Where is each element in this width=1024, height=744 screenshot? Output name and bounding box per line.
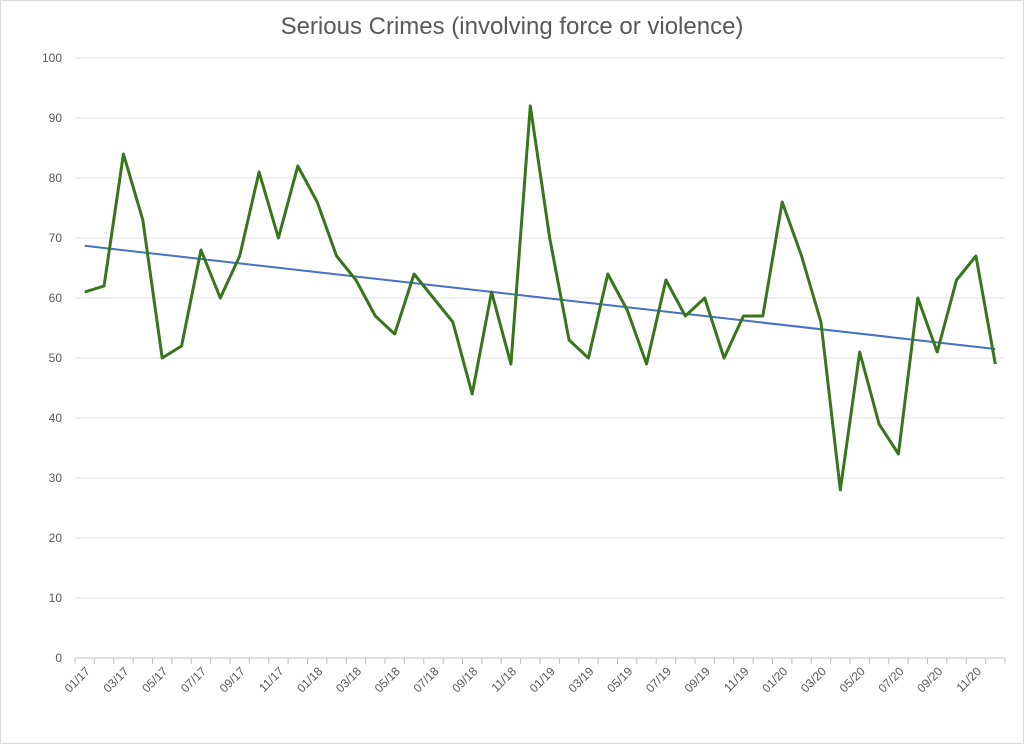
data-point: [819, 321, 822, 324]
data-point: [432, 297, 435, 300]
data-point: [83, 291, 86, 294]
y-tick-label: 50: [49, 351, 63, 365]
data-point: [413, 273, 416, 276]
series-group: [83, 104, 997, 492]
data-point: [664, 279, 667, 282]
data-point: [277, 237, 280, 240]
data-point: [393, 333, 396, 336]
data-point: [122, 153, 125, 156]
x-tick-label: 01/19: [527, 664, 558, 695]
y-tick-label: 100: [42, 51, 62, 65]
x-tick-label: 09/17: [217, 664, 248, 695]
data-point: [742, 315, 745, 318]
x-tick-label: 01/18: [294, 664, 325, 695]
y-tick-label: 40: [49, 411, 63, 425]
data-point: [897, 453, 900, 456]
data-point: [878, 423, 881, 426]
x-tick-label: 03/17: [100, 664, 131, 695]
y-tick-label: 70: [49, 231, 63, 245]
data-point: [955, 279, 958, 282]
data-point: [451, 321, 454, 324]
x-tick-label: 05/18: [372, 664, 403, 695]
x-tick-label: 05/19: [604, 664, 635, 695]
x-tick-label: 09/19: [682, 664, 713, 695]
data-point: [509, 363, 512, 366]
data-point: [994, 363, 997, 366]
x-tick-label: 07/20: [875, 664, 906, 695]
y-tick-label: 10: [49, 591, 63, 605]
y-tick-label: 60: [49, 291, 63, 305]
y-axis: 0 10 20 30 40 50 60 70 80 90 100: [42, 51, 62, 665]
data-point: [335, 255, 338, 258]
x-tick-label: 07/18: [410, 664, 441, 695]
y-tick-label: 80: [49, 171, 63, 185]
data-point: [471, 393, 474, 396]
data-point: [858, 351, 861, 354]
data-point: [490, 291, 493, 294]
data-point: [161, 357, 164, 360]
data-point: [180, 345, 183, 348]
series-line: [84, 104, 997, 492]
data-point: [548, 237, 551, 240]
x-tick-label: 05/17: [139, 664, 170, 695]
data-point: [626, 309, 629, 312]
data-point: [645, 363, 648, 366]
x-tick-label: 07/17: [178, 664, 209, 695]
data-point: [916, 297, 919, 300]
data-point: [936, 351, 939, 354]
data-point: [839, 489, 842, 492]
y-tick-label: 30: [49, 471, 63, 485]
data-point: [703, 297, 706, 300]
data-point: [374, 315, 377, 318]
chart-title: Serious Crimes (involving force or viole…: [281, 13, 744, 40]
data-point: [684, 315, 687, 318]
data-point: [219, 297, 222, 300]
gridlines: [75, 57, 1005, 599]
data-point: [258, 171, 261, 174]
data-point: [761, 315, 764, 318]
data-point: [568, 339, 571, 342]
data-point: [316, 201, 319, 204]
x-tick-label: 09/20: [914, 664, 945, 695]
x-tick-label: 01/20: [759, 664, 790, 695]
x-tick-label: 07/19: [643, 664, 674, 695]
data-point: [296, 165, 299, 168]
x-tick-label: 03/20: [798, 664, 829, 695]
data-point: [606, 273, 609, 276]
data-point: [781, 201, 784, 204]
data-point: [529, 105, 532, 108]
y-tick-label: 20: [49, 531, 63, 545]
y-tick-label: 0: [55, 651, 62, 665]
x-tick-label: 11/18: [489, 664, 520, 695]
data-point: [141, 219, 144, 222]
x-tick-label: 11/19: [721, 664, 752, 695]
x-tick-label: 09/18: [449, 664, 480, 695]
data-point: [800, 255, 803, 258]
y-tick-label: 90: [49, 111, 63, 125]
x-tick-label: 01/17: [62, 664, 93, 695]
x-tick-label: 11/20: [954, 664, 985, 695]
data-point: [587, 357, 590, 360]
data-point: [354, 279, 357, 282]
data-point: [103, 285, 106, 288]
data-point: [723, 357, 726, 360]
x-tick-label: 05/20: [837, 664, 868, 695]
data-point: [199, 249, 202, 252]
x-axis: 01/17 03/17 05/17 07/17 09/17 11/17 01/18 03/18…: [62, 657, 1006, 695]
x-tick-label: 03/19: [565, 664, 596, 695]
x-tick-label: 03/18: [333, 664, 364, 695]
x-tick-label: 11/17: [256, 664, 287, 695]
data-point: [974, 255, 977, 258]
data-point: [238, 255, 241, 258]
